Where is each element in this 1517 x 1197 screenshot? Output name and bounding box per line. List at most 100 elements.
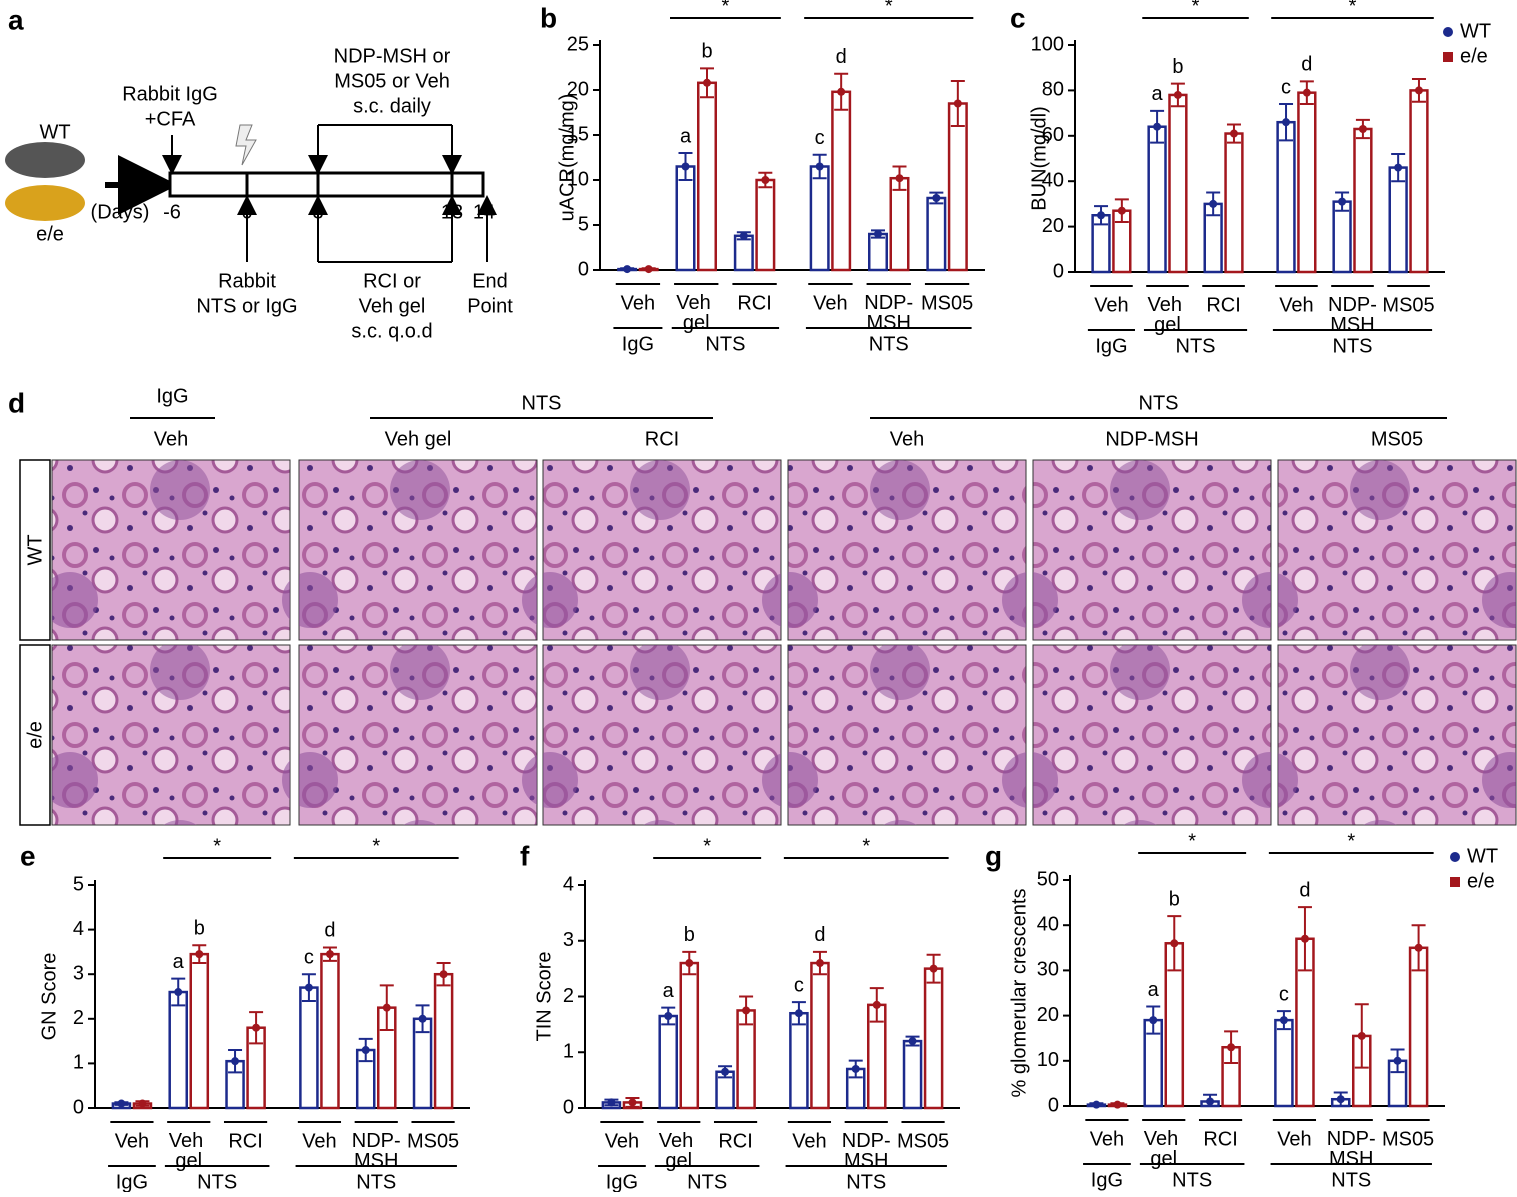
bar-top-dot (1209, 199, 1218, 208)
y-axis-label: GN Score (38, 953, 60, 1041)
x-tick-label: RCI (1203, 1128, 1237, 1150)
point-label: d (1299, 879, 1310, 901)
bar-top-dot (174, 988, 183, 997)
bar-top-dot (361, 1046, 370, 1055)
point-label: a (663, 980, 675, 1002)
timeline-note: RCI or (363, 270, 421, 292)
mouse-icon (5, 142, 85, 178)
bar-top-dot (739, 231, 748, 240)
significance-label: * (703, 835, 711, 857)
bar-top-dot (664, 1012, 673, 1021)
micrograph-overlay (52, 460, 290, 640)
bar (1147, 125, 1167, 274)
bar (1276, 120, 1296, 274)
bar (926, 196, 947, 272)
y-tick-label: 1 (73, 1052, 84, 1074)
y-tick-label: 80 (1042, 79, 1064, 101)
micrograph-overlay (299, 645, 537, 825)
x-tick-label: Veh (1094, 294, 1128, 316)
group-label: IgG (606, 1171, 638, 1192)
x-tick-label: Veh (1090, 1128, 1124, 1150)
timeline-note: Rabbit (218, 270, 276, 292)
significance-label: * (1188, 830, 1196, 852)
lightning-icon (235, 124, 257, 166)
panel-letter: c (1010, 2, 1026, 33)
group-label: NTS (705, 333, 745, 355)
bar (755, 178, 776, 272)
panel-letter: a (8, 4, 24, 35)
panel-letter: d (8, 387, 25, 418)
x-tick-label: MS05 (1382, 294, 1434, 316)
bar-top-dot (953, 99, 962, 108)
bar-top-dot (721, 1067, 730, 1076)
bar-top-dot (681, 162, 690, 171)
y-tick-label: 1 (563, 1041, 574, 1063)
y-tick-label: 30 (1037, 959, 1059, 981)
bar-top-dot (623, 265, 632, 274)
group-title: NTS (522, 392, 562, 414)
bar-top-dot (851, 1064, 860, 1073)
y-axis-label: uACR(mg/mg) (556, 94, 578, 222)
point-label: a (1152, 83, 1164, 105)
y-tick-label: 2 (563, 985, 574, 1007)
bar-top-dot (872, 1000, 881, 1009)
bar-top-dot (837, 87, 846, 96)
bar (189, 952, 210, 1110)
bar-top-dot (794, 1009, 803, 1018)
y-tick-label: 10 (567, 168, 589, 190)
bar-top-dot (1394, 163, 1403, 172)
bar-top-dot (231, 1057, 240, 1066)
bar-top-dot (1414, 86, 1423, 95)
animal-label: WT (39, 121, 70, 143)
x-tick-label: RCI (718, 1130, 752, 1152)
x-tick-label: Veh (115, 1130, 149, 1152)
x-tick-label: MS05 (897, 1130, 949, 1152)
bar (831, 90, 852, 272)
point-label: b (1172, 56, 1183, 78)
significance-label: * (213, 835, 221, 857)
bar-top-dot (761, 176, 770, 184)
x-tick-label: MS05 (921, 292, 973, 314)
point-label: d (1301, 54, 1312, 76)
point-label: c (815, 127, 825, 149)
y-tick-label: 5 (73, 873, 84, 895)
y-tick-label: 0 (1053, 260, 1064, 282)
x-tick-label: Veh (302, 1130, 336, 1152)
bar (923, 967, 944, 1110)
bar (947, 102, 968, 272)
bar-top-dot (1282, 118, 1291, 127)
x-tick-label: Veh (813, 292, 847, 314)
x-tick-label: RCI (228, 1130, 262, 1152)
x-tick-label: MS05 (407, 1130, 459, 1152)
group-label: NTS (1172, 1169, 1212, 1191)
y-tick-label: 4 (563, 873, 574, 895)
panel-letter: g (985, 840, 1002, 871)
legend-label: WT (1460, 20, 1491, 42)
y-tick-label: 10 (1037, 1049, 1059, 1071)
column-title: RCI (645, 428, 679, 450)
point-label: c (794, 974, 804, 996)
x-tick-label: Veh (621, 292, 655, 314)
timeline-note: s.c. daily (353, 95, 431, 117)
x-tick-label: MS05 (1382, 1128, 1434, 1150)
bar (1332, 200, 1352, 274)
bar (1168, 93, 1188, 274)
bar-top-dot (644, 265, 653, 274)
micrograph-overlay (788, 645, 1026, 825)
bar (1408, 946, 1429, 1108)
histology-panel: d IgG Veh NTS Veh gel RCI NTS Veh NDP-MSH MS05 WT e… (8, 385, 1517, 826)
bar-top-dot (1206, 1097, 1215, 1106)
bar-top-dot (252, 1023, 261, 1032)
timeline-note: Point (467, 295, 513, 317)
y-tick-label: 25 (567, 33, 589, 55)
point-label: c (304, 946, 314, 968)
legend-label: e/e (1460, 45, 1488, 67)
micrograph-overlay (1278, 645, 1516, 825)
timeline-note: MS05 or Veh (334, 70, 450, 92)
bar-top-dot (1357, 1031, 1366, 1040)
point-label: d (324, 920, 335, 942)
group-label: NTS (869, 333, 909, 355)
point-label: d (814, 924, 825, 946)
significance-label: * (1349, 0, 1357, 17)
